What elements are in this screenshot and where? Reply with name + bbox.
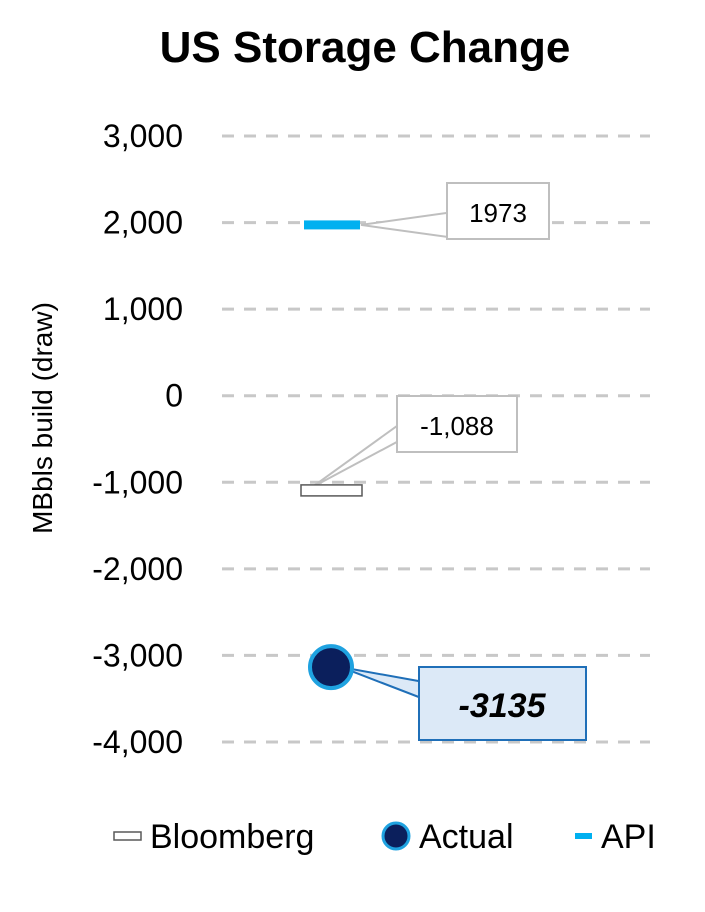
y-tick-label: 2,000 xyxy=(103,205,183,241)
legend-api-label: API xyxy=(601,818,656,856)
bloomberg-callout-pointer xyxy=(310,423,398,489)
legend-bloomberg-swatch xyxy=(113,831,142,841)
chart-title: US Storage Change xyxy=(160,23,571,72)
y-tick-label: -1,000 xyxy=(92,464,183,500)
api-callout-box xyxy=(446,182,550,240)
actual-callout-box xyxy=(418,666,587,741)
y-tick-label: 3,000 xyxy=(103,118,183,154)
bloomberg-data-label: -1,088 xyxy=(420,411,494,441)
y-tick-label: -4,000 xyxy=(92,724,183,760)
data-callouts: 1973 -1,088 -3135 xyxy=(396,182,587,741)
bloomberg-callout-box xyxy=(396,395,518,453)
legend-bloomberg-label: Bloomberg xyxy=(150,818,314,856)
legend-api-swatch xyxy=(575,833,592,839)
y-tick-label: -3,000 xyxy=(92,637,183,673)
actual-marker xyxy=(308,644,354,691)
api-data-label: 1973 xyxy=(469,198,527,228)
callout-connectors xyxy=(310,211,448,699)
actual-data-label: -3135 xyxy=(459,687,547,725)
api-callout-pointer xyxy=(360,211,448,239)
gridlines xyxy=(222,134,650,744)
api-marker xyxy=(304,220,360,230)
legend-actual-swatch xyxy=(381,821,411,851)
y-tick-labels: 3,000 2,000 1,000 0 -1,000 -2,000 -3,000 -4,000 xyxy=(92,118,183,760)
data-marks xyxy=(300,220,363,691)
y-axis-label: MBbls build (draw) xyxy=(27,302,58,534)
legend: Bloomberg Actual API xyxy=(113,818,656,856)
y-tick-label: -2,000 xyxy=(92,551,183,587)
y-tick-label: 0 xyxy=(165,378,183,414)
y-tick-label: 1,000 xyxy=(103,291,183,327)
bloomberg-marker xyxy=(300,484,363,497)
legend-actual-label: Actual xyxy=(419,818,514,856)
